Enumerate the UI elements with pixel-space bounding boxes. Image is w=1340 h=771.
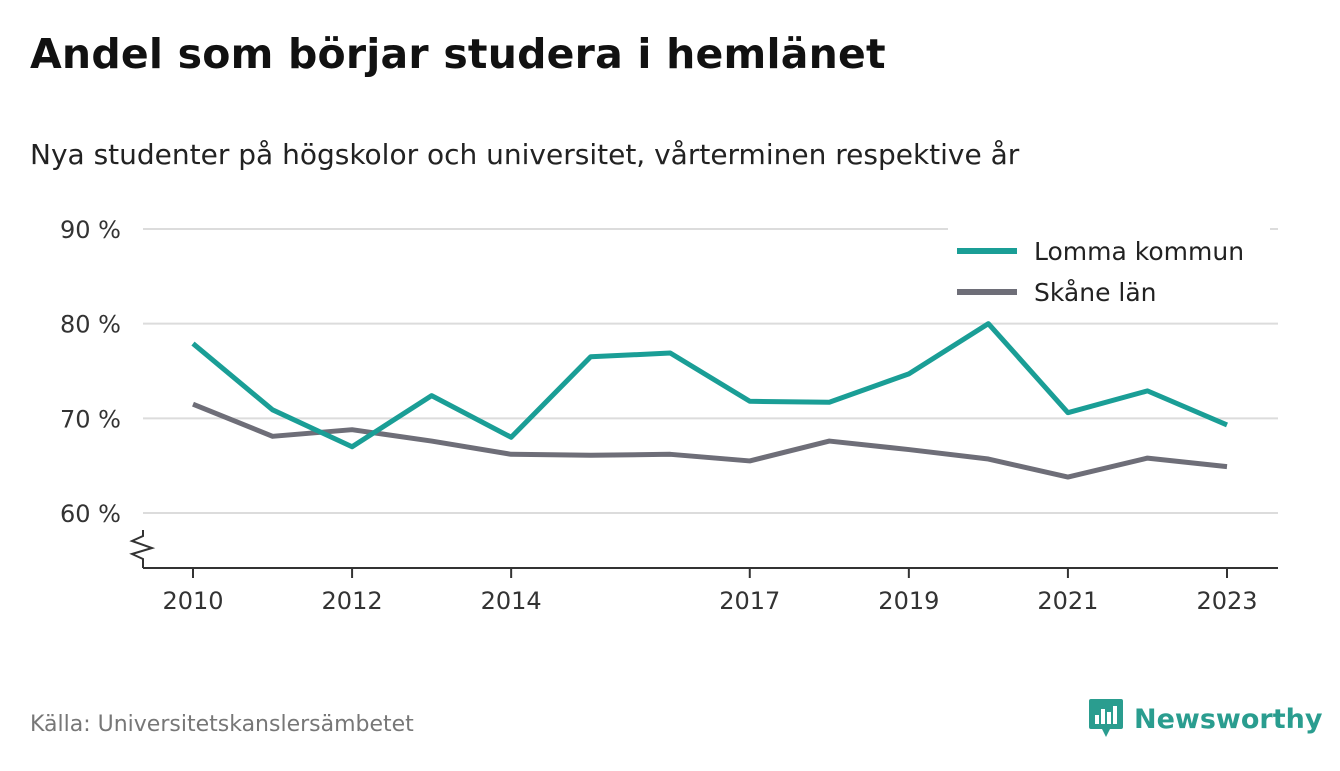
x-tick-label: 2010 — [162, 587, 223, 615]
series-line-skåne-län — [192, 401, 1228, 480]
chart-subtitle: Nya studenter på högskolor och universit… — [30, 138, 1020, 171]
bar-chart-speech-bubble-icon — [1089, 699, 1123, 737]
brand-name: Newsworthy — [1134, 703, 1323, 735]
y-tick-label: 90 % — [60, 216, 121, 244]
x-tick-label: 2012 — [322, 587, 383, 615]
legend-label: Skåne län — [1034, 278, 1157, 307]
x-tick-label: 2023 — [1196, 587, 1257, 615]
axis-break-icon — [129, 530, 156, 568]
x-tick-label: 2021 — [1037, 587, 1098, 615]
brand-logo: Newsworthy — [1088, 697, 1322, 741]
x-tick-label: 2017 — [719, 587, 780, 615]
series-line-lomma-kommun — [191, 321, 1228, 450]
source-note: Källa: Universitetskanslersämbetet — [30, 712, 414, 737]
y-tick-label: 80 % — [60, 311, 121, 339]
y-tick-label: 60 % — [60, 500, 121, 528]
legend: Lomma kommun Skåne län — [948, 222, 1270, 320]
legend-label: Lomma kommun — [1034, 237, 1244, 266]
x-axis — [129, 530, 1278, 569]
chart-title: Andel som börjar studera i hemlänet — [30, 30, 886, 78]
series-lines — [191, 321, 1228, 480]
x-axis-ticks: 2010 2012 2014 2017 2019 2021 2023 — [162, 568, 1258, 615]
legend-background — [948, 222, 1270, 320]
x-tick-label: 2014 — [481, 587, 542, 615]
y-axis-ticks: 90 % 80 % 70 % 60 % — [60, 216, 121, 528]
y-tick-label: 70 % — [60, 405, 121, 433]
x-tick-label: 2019 — [878, 587, 939, 615]
